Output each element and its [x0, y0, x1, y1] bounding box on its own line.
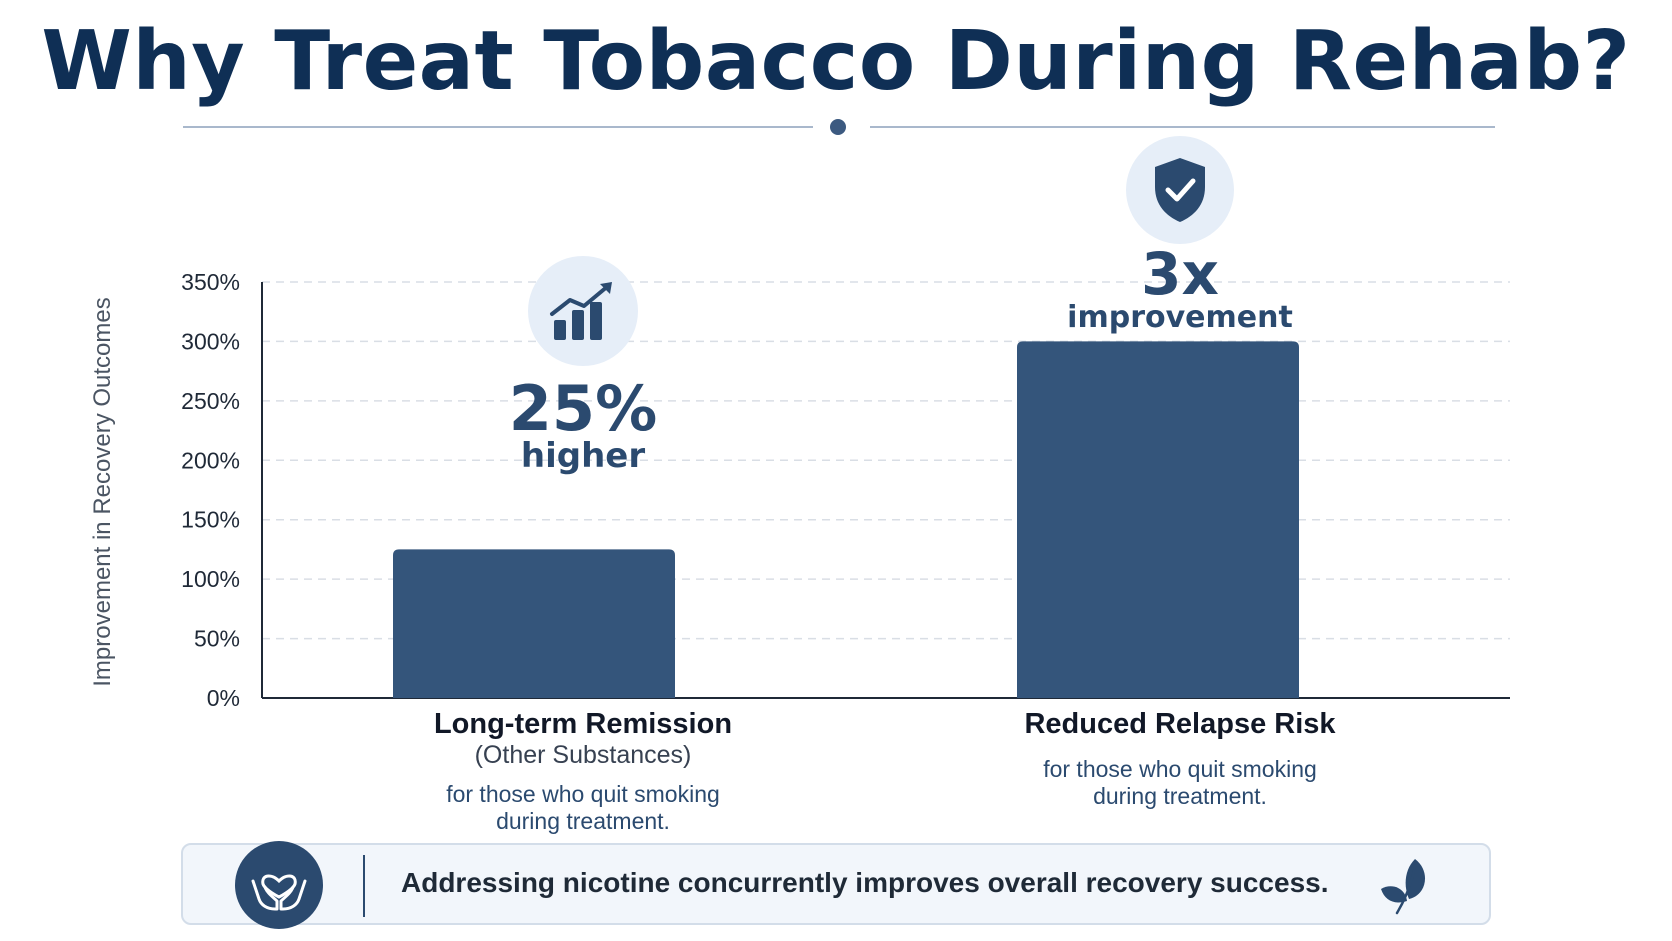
footer-text: Addressing nicotine concurrently improve… [401, 867, 1329, 898]
hands-heart-icon [235, 841, 323, 929]
shield-check-icon [1126, 136, 1234, 244]
y-tick-label: 0% [207, 685, 240, 711]
callout-unit-relapse: improvement [1067, 300, 1293, 335]
y-tick-label: 50% [194, 626, 240, 652]
y-tick-label: 250% [181, 388, 240, 414]
note-line: for those who quit smoking [446, 781, 720, 807]
y-tick-label: 150% [181, 507, 240, 533]
leaf-icon [1375, 855, 1435, 922]
y-tick-label: 300% [181, 328, 240, 354]
callout-value-relapse: 3x [1141, 240, 1219, 308]
page-title: Why Treat Tobacco During Rehab? [41, 14, 1631, 109]
category-label-remission: Long-term Remission [433, 708, 733, 740]
bar-relapse [1017, 341, 1299, 698]
category-label-relapse: Reduced Relapse Risk [1024, 708, 1336, 740]
footer-separator [363, 855, 365, 917]
title-divider-right [870, 126, 1495, 128]
chart-growth-icon [528, 256, 638, 366]
category-note-remission: for those who quit smoking during treatm… [383, 781, 783, 835]
category-subtitle-remission: (Other Substances) [474, 741, 692, 769]
y-axis-label: Improvement in Recovery Outcomes [89, 297, 116, 687]
callout-value-remission: 25% [508, 372, 658, 445]
category-note-relapse: for those who quit smoking during treatm… [980, 756, 1380, 810]
footer-banner: Addressing nicotine concurrently improve… [181, 841, 1491, 929]
y-tick-label: 350% [181, 269, 240, 295]
y-tick-label: 100% [181, 566, 240, 592]
y-tick-label: 200% [181, 447, 240, 473]
note-line: for those who quit smoking [1043, 756, 1317, 782]
title-divider-dot [830, 119, 846, 135]
note-line: during treatment. [496, 808, 670, 834]
title-divider-left [183, 126, 813, 128]
callout-unit-remission: higher [520, 436, 646, 476]
bar-remission [393, 549, 675, 698]
note-line: during treatment. [1093, 783, 1267, 809]
